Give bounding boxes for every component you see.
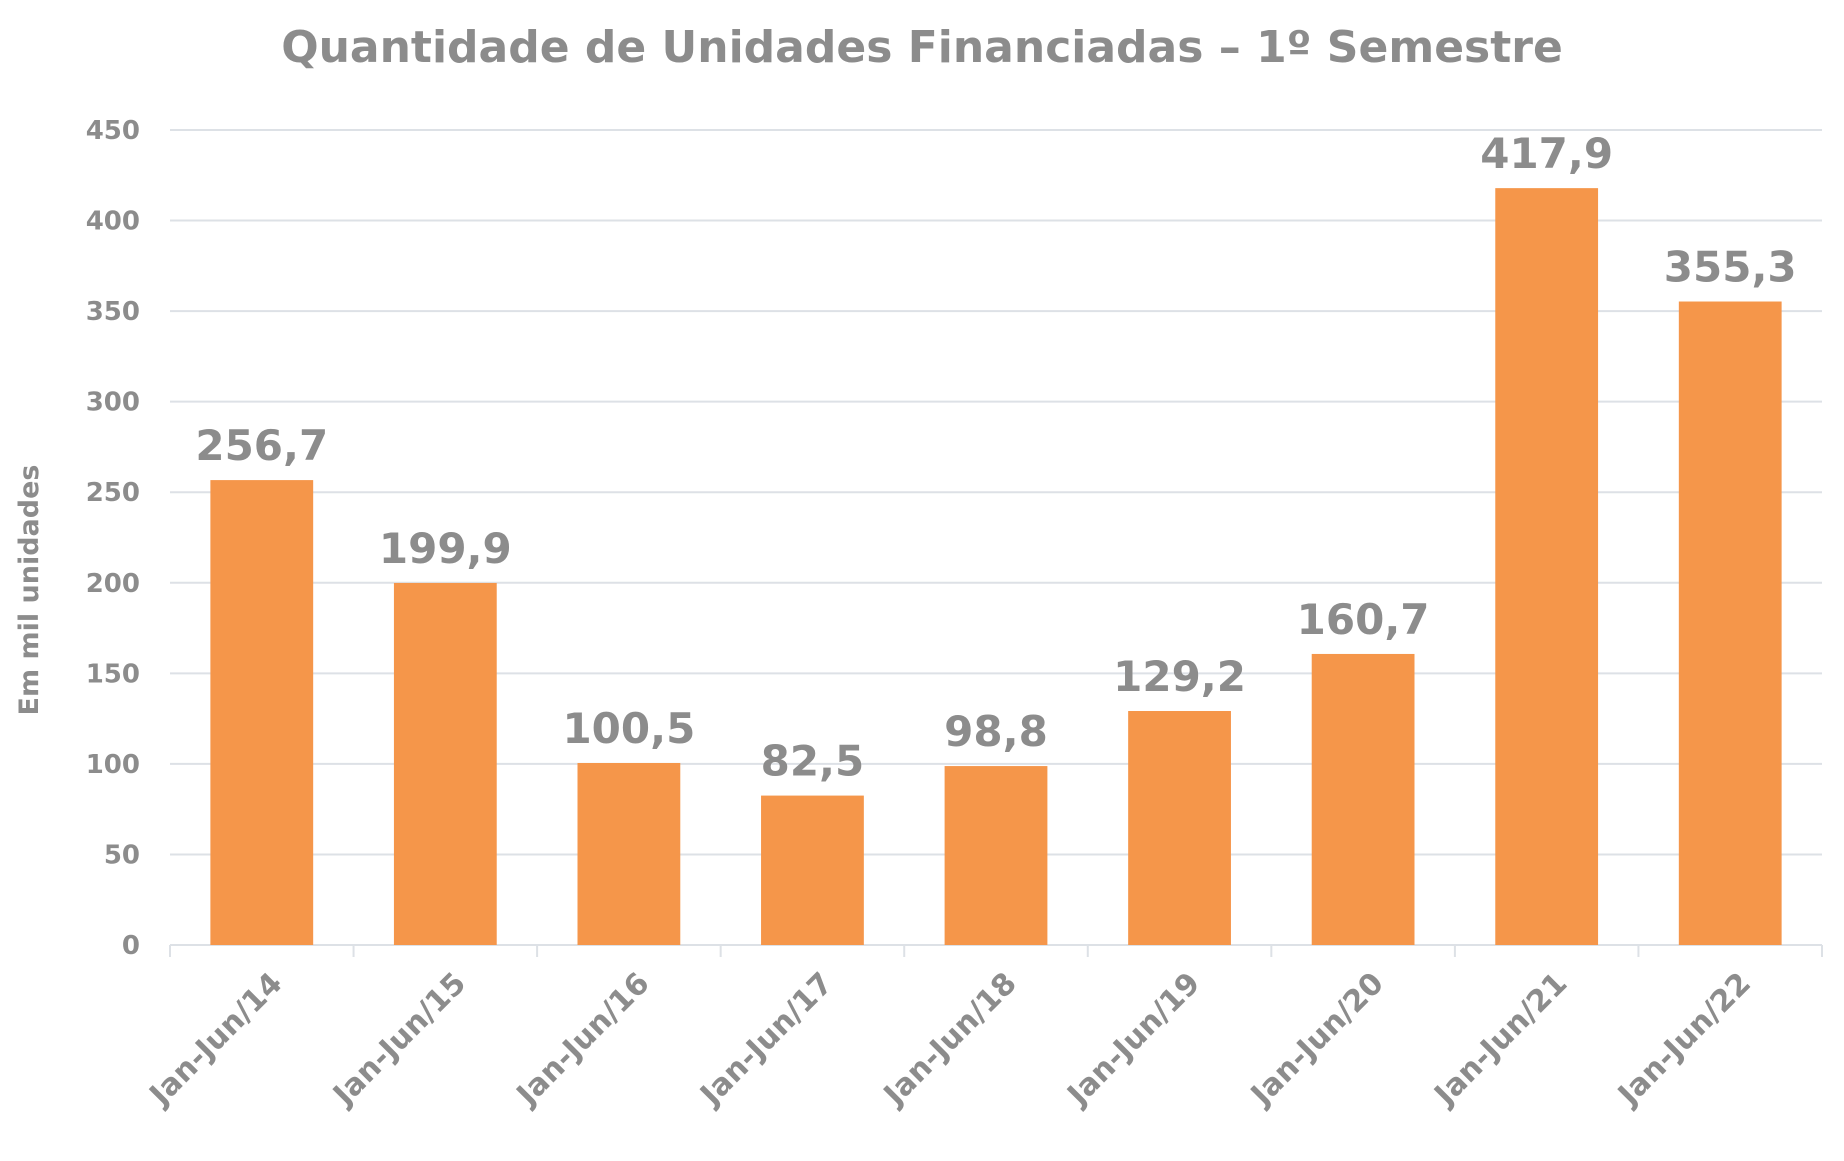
category-label: Jan-Jun/18 bbox=[876, 966, 1024, 1114]
bar bbox=[944, 766, 1048, 945]
data-label: 417,9 bbox=[1480, 129, 1613, 178]
data-label: 199,9 bbox=[379, 524, 512, 573]
bar bbox=[1495, 188, 1599, 946]
category-label: Jan-Jun/22 bbox=[1610, 966, 1758, 1114]
bar bbox=[1128, 711, 1231, 945]
category-label: Jan-Jun/21 bbox=[1427, 966, 1575, 1114]
category-label: Jan-Jun/15 bbox=[325, 966, 473, 1114]
data-label: 100,5 bbox=[562, 704, 695, 753]
y-axis-ticks: 0 50 100 150 200 250 300 350 400 450 bbox=[86, 116, 140, 961]
data-labels: 256,7 199,9 100,5 82,5 98,8 129,2 160,7 417,9 35… bbox=[195, 129, 1796, 785]
category-label: Jan-Jun/14 bbox=[142, 966, 290, 1114]
y-tick-label: 300 bbox=[86, 388, 140, 418]
data-label: 129,2 bbox=[1113, 652, 1246, 701]
y-tick-label: 350 bbox=[86, 297, 140, 327]
y-tick-label: 150 bbox=[86, 659, 140, 689]
category-label: Jan-Jun/16 bbox=[509, 966, 657, 1114]
y-tick-label: 200 bbox=[86, 569, 140, 599]
y-axis-title: Em mil unidades bbox=[14, 465, 45, 716]
bar bbox=[1311, 653, 1415, 945]
y-tick-label: 100 bbox=[86, 750, 140, 780]
bars bbox=[210, 188, 1782, 946]
y-tick-label: 250 bbox=[86, 478, 140, 508]
y-tick-label: 50 bbox=[104, 840, 140, 870]
bar bbox=[210, 480, 314, 945]
y-tick-label: 0 bbox=[122, 931, 140, 961]
data-label: 98,8 bbox=[944, 707, 1048, 756]
bar bbox=[577, 762, 681, 945]
x-axis-categories: Jan-Jun/14 Jan-Jun/15 Jan-Jun/16 Jan-Jun/17… bbox=[142, 966, 1758, 1114]
data-label: 256,7 bbox=[195, 421, 328, 470]
bar bbox=[761, 795, 864, 945]
bar bbox=[1678, 301, 1782, 945]
chart-title: Quantidade de Unidades Financiadas – 1º … bbox=[281, 22, 1563, 73]
data-label: 82,5 bbox=[761, 737, 865, 786]
y-tick-label: 450 bbox=[86, 116, 140, 146]
bar bbox=[393, 582, 497, 945]
y-tick-label: 400 bbox=[86, 207, 140, 237]
category-label: Jan-Jun/19 bbox=[1060, 966, 1208, 1114]
category-label: Jan-Jun/20 bbox=[1243, 966, 1391, 1114]
data-label: 355,3 bbox=[1664, 243, 1797, 292]
x-axis bbox=[169, 944, 1823, 957]
data-label: 160,7 bbox=[1297, 595, 1430, 644]
category-label: Jan-Jun/17 bbox=[692, 966, 840, 1114]
